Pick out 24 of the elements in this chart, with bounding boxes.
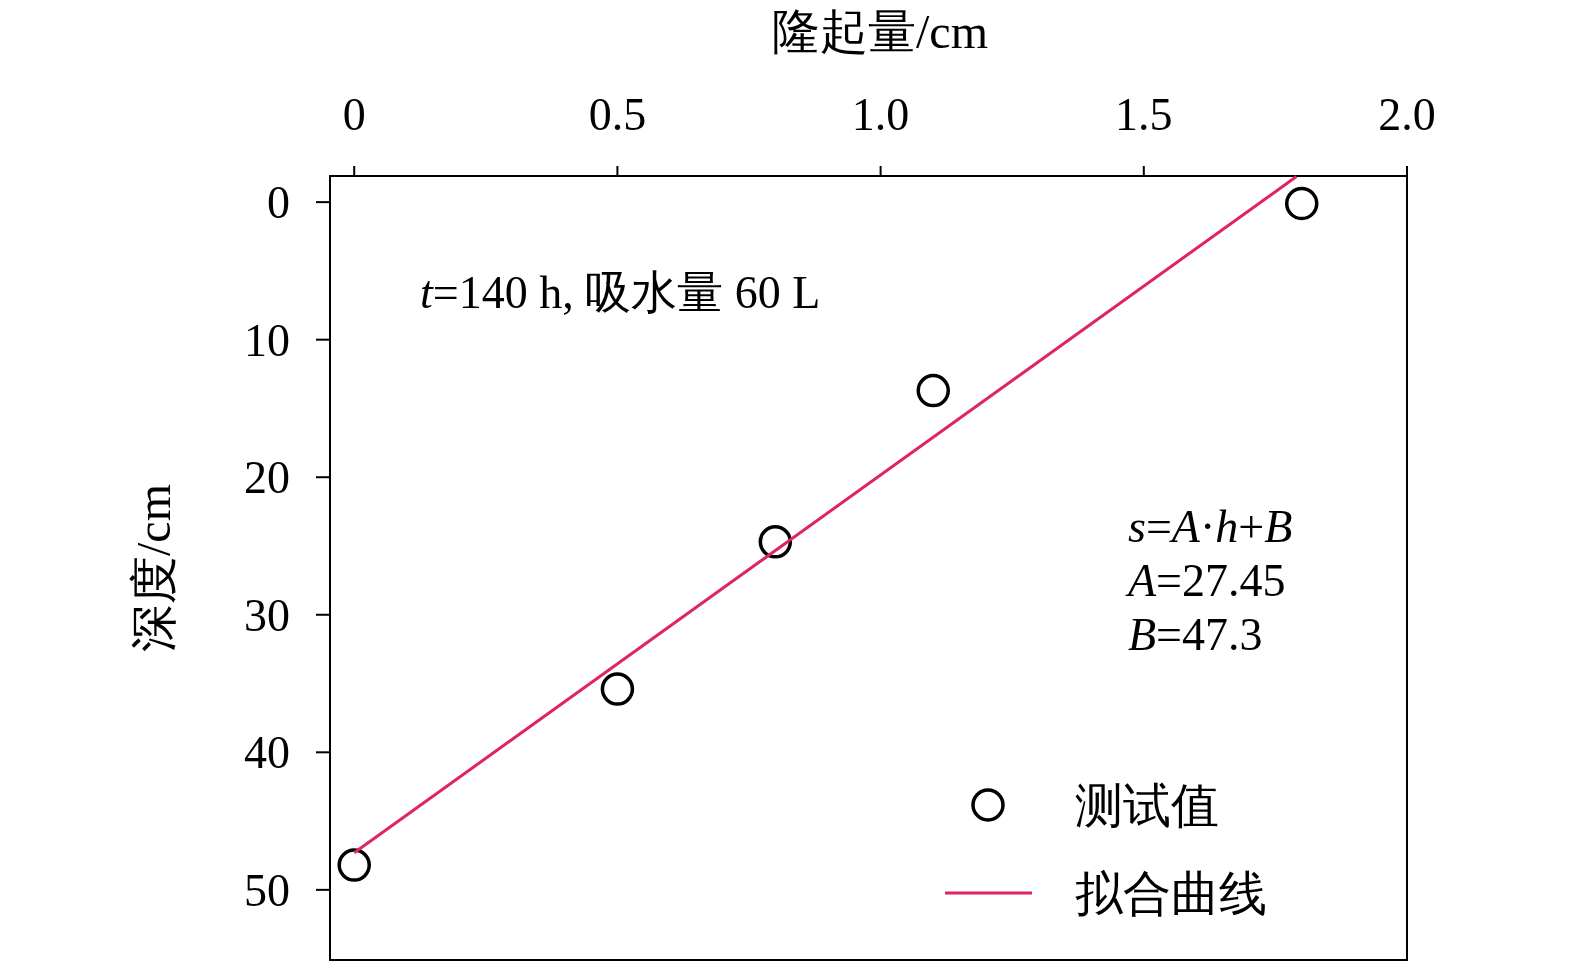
point (600, 672, 635, 706)
y-axis-title: 深度/cm (127, 484, 180, 652)
x-axis-title: 隆起量/cm (772, 5, 988, 58)
y-tick-label: 50 (244, 864, 290, 916)
y-tick-label: 40 (244, 727, 290, 779)
y-tick-label: 30 (244, 589, 290, 641)
annotation: B=47.3 (1128, 609, 1263, 660)
point (916, 373, 950, 408)
annotation: s=A·h+B (1128, 501, 1293, 552)
legend-label: 测试值 (1075, 779, 1219, 832)
point (337, 848, 371, 882)
y-tick-label: 0 (267, 177, 290, 229)
legend-label: 拟合曲线 (1075, 867, 1267, 920)
point (1284, 186, 1319, 221)
y-tick-label: 10 (244, 314, 290, 366)
x-tick-label: 1.5 (1115, 89, 1173, 140)
x-tick-label: 0.5 (588, 89, 647, 140)
x-tick-label: 0 (342, 89, 366, 140)
x-tick-label: 2.0 (1378, 89, 1436, 140)
y-tick-label: 20 (244, 452, 290, 504)
x-tick-label: 1.0 (851, 89, 910, 140)
annotation: A=27.45 (1125, 555, 1286, 606)
annotation: t=140 h, 吸水量 60 L (420, 267, 821, 318)
point (758, 525, 793, 559)
